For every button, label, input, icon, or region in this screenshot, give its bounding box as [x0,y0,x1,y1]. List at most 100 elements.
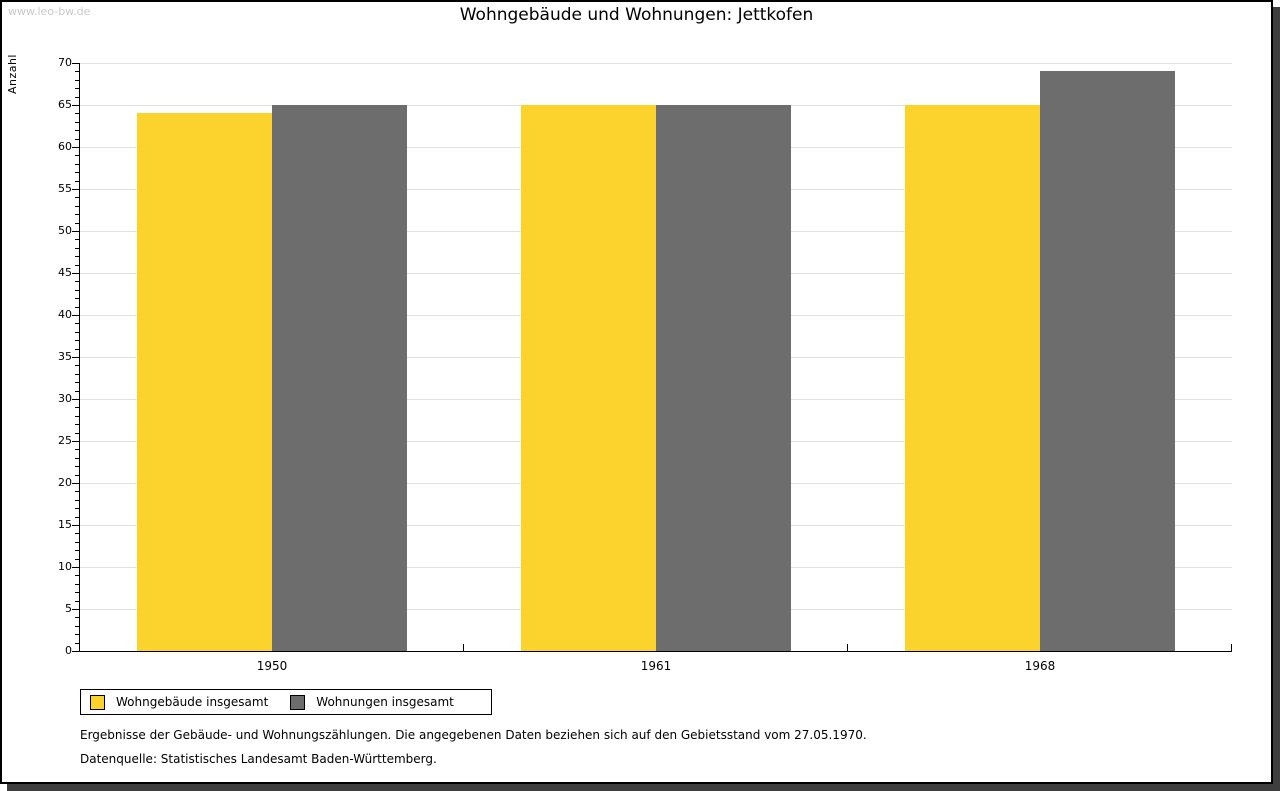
y-minor-tick [75,391,79,392]
y-tick-label: 15 [58,518,72,531]
y-minor-tick [75,290,79,291]
y-tick-label: 65 [58,98,72,111]
y-tick-label: 55 [58,182,72,195]
legend-label-wohnungen: Wohnungen insgesamt [316,695,454,709]
footer-source: Datenquelle: Statistisches Landesamt Bad… [80,752,437,766]
y-tick-label: 40 [58,308,72,321]
y-minor-tick [75,130,79,131]
bar-wohngebaeude-1950 [137,113,272,651]
y-minor-tick [75,256,79,257]
y-minor-tick [75,584,79,585]
y-major-tick [72,147,79,148]
x-tick-label: 1968 [1024,659,1056,673]
x-tick [847,644,848,651]
y-minor-tick [75,433,79,434]
y-minor-tick [75,265,79,266]
y-tick-label: 35 [58,350,72,363]
y-tick-label: 45 [58,266,72,279]
y-minor-tick [75,323,79,324]
y-major-tick [72,231,79,232]
legend-swatch-wohnungen [290,694,306,710]
y-minor-tick [75,559,79,560]
y-major-tick [72,525,79,526]
y-minor-tick [75,206,79,207]
y-axis-line [79,63,80,652]
legend-swatch-wohngebaeude [90,694,105,710]
x-axis-line [79,651,1232,652]
y-minor-tick [75,239,79,240]
y-minor-tick [75,88,79,89]
x-tick [1231,644,1232,651]
legend: Wohngebäude insgesamt Wohnungen insgesam… [80,689,492,715]
bar-chart-plot: 0 5 10 15 20 25 30 35 40 45 50 55 60 65 70 1950 1961 1968 [2,2,1271,782]
y-minor-tick [75,164,79,165]
y-minor-tick [75,97,79,98]
y-minor-tick [75,592,79,593]
y-minor-tick [75,298,79,299]
bar-wohnungen-1961 [656,105,791,651]
y-major-tick [72,609,79,610]
y-minor-tick [75,340,79,341]
y-major-tick [72,651,79,652]
y-minor-tick [75,449,79,450]
y-minor-tick [75,533,79,534]
y-minor-tick [75,626,79,627]
watermark-text: www.leo-bw.de [8,5,91,18]
y-minor-tick [75,349,79,350]
y-minor-tick [75,139,79,140]
y-minor-tick [75,508,79,509]
bar-wohnungen-1968 [1040,71,1175,651]
y-minor-tick [75,374,79,375]
x-tick-label: 1950 [256,659,288,673]
y-minor-tick [75,407,79,408]
y-tick-label: 25 [58,434,72,447]
y-minor-tick [75,71,79,72]
y-minor-tick [75,500,79,501]
y-minor-tick [75,617,79,618]
bar-wohnungen-1950 [272,105,407,651]
y-tick-label: 5 [65,602,72,615]
y-major-tick [72,273,79,274]
y-minor-tick [75,223,79,224]
x-tick-label: 1961 [640,659,672,673]
gridline [80,63,1232,64]
legend-label-wohngebaeude: Wohngebäude insgesamt [116,695,269,709]
y-minor-tick [75,601,79,602]
y-tick-label: 10 [58,560,72,573]
y-tick-label: 60 [58,140,72,153]
y-minor-tick [75,416,79,417]
y-major-tick [72,441,79,442]
y-minor-tick [75,214,79,215]
y-minor-tick [75,281,79,282]
y-minor-tick [75,458,79,459]
y-major-tick [72,189,79,190]
y-major-tick [72,315,79,316]
y-minor-tick [75,517,79,518]
y-minor-tick [75,155,79,156]
y-minor-tick [75,491,79,492]
y-minor-tick [75,575,79,576]
y-minor-tick [75,542,79,543]
y-minor-tick [75,365,79,366]
y-minor-tick [75,122,79,123]
y-minor-tick [75,466,79,467]
y-tick-label: 0 [65,644,72,657]
y-major-tick [72,63,79,64]
y-minor-tick [75,172,79,173]
y-tick-label: 70 [58,56,72,69]
y-major-tick [72,357,79,358]
y-minor-tick [75,424,79,425]
y-major-tick [72,567,79,568]
y-tick-label: 50 [58,224,72,237]
y-minor-tick [75,248,79,249]
y-minor-tick [75,332,79,333]
y-major-tick [72,483,79,484]
x-tick [463,644,464,651]
y-major-tick [72,399,79,400]
y-minor-tick [75,634,79,635]
y-minor-tick [75,307,79,308]
y-minor-tick [75,181,79,182]
y-minor-tick [75,643,79,644]
bar-wohngebaeude-1961 [521,105,656,651]
